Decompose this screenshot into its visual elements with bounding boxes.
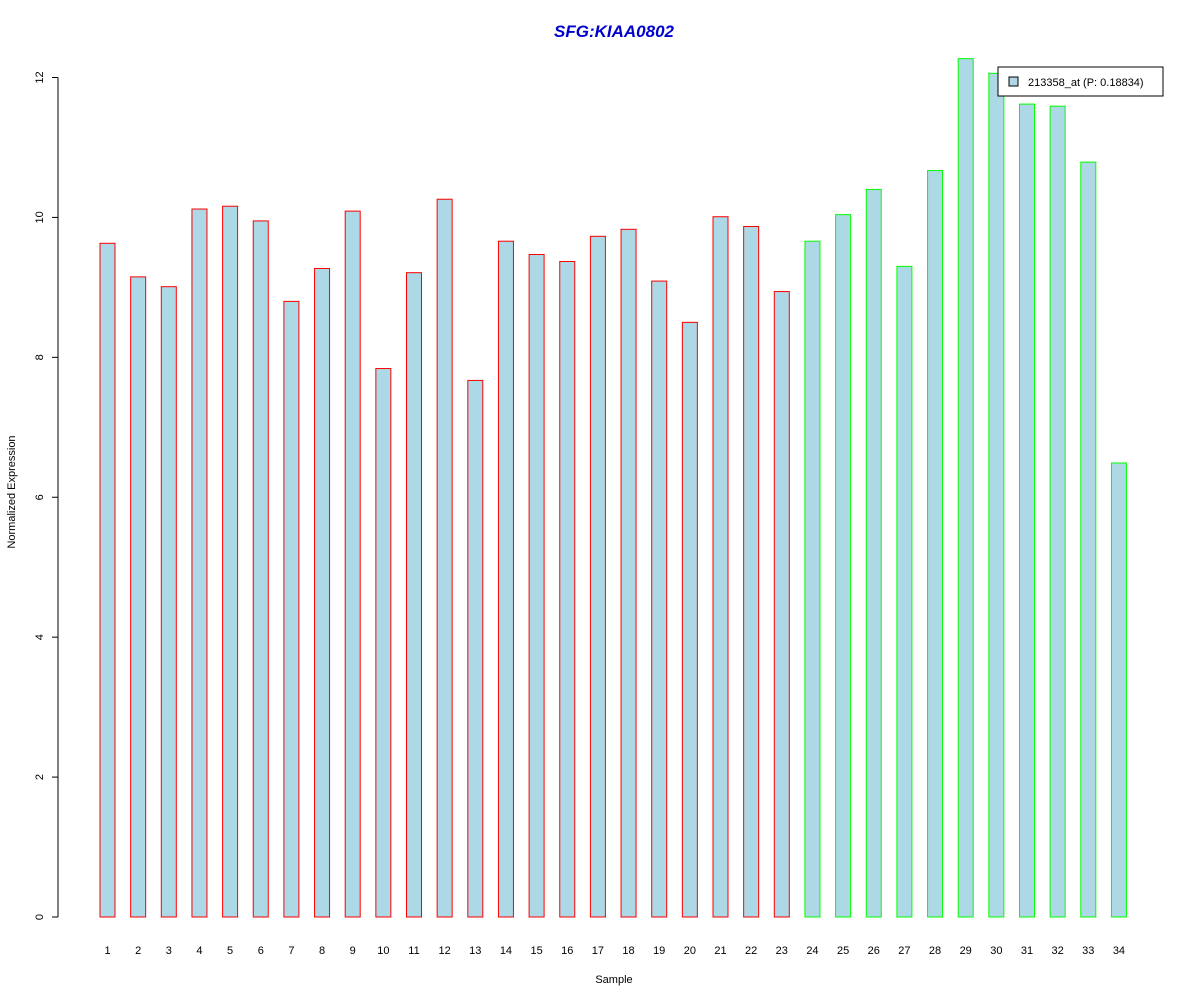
- bar-sample-19: [651, 280, 668, 918]
- x-tick-label: 21: [714, 945, 726, 957]
- x-tick-label: 14: [500, 945, 512, 957]
- bar-sample-4: [191, 208, 208, 918]
- x-tick-label: 29: [960, 945, 972, 957]
- y-tick-label: 6: [34, 494, 46, 500]
- x-tick-label: 16: [561, 945, 573, 957]
- y-tick-label: 2: [34, 774, 46, 780]
- y-tick-label: 10: [34, 211, 46, 223]
- y-tick-label: 4: [34, 634, 46, 640]
- bar-sample-29: [957, 58, 974, 918]
- bar-sample-31: [1019, 103, 1035, 918]
- x-tick-label: 11: [408, 945, 419, 957]
- bar-sample-28: [927, 170, 944, 918]
- bar-sample-17: [589, 235, 606, 918]
- bar-sample-25: [835, 214, 852, 918]
- x-tick-label: 17: [592, 945, 604, 957]
- bar-sample-6: [252, 220, 269, 918]
- y-tick-label: 0: [34, 914, 46, 920]
- x-tick-label: 8: [319, 945, 325, 957]
- bar-sample-20: [681, 321, 698, 918]
- x-tick-label: 34: [1113, 945, 1125, 957]
- x-tick-label: 1: [104, 945, 110, 957]
- bar-sample-9: [344, 210, 361, 918]
- x-tick-label: 18: [622, 945, 634, 957]
- x-tick-label: 10: [377, 945, 389, 957]
- x-tick-label: 6: [258, 945, 264, 957]
- x-tick-label: 27: [898, 945, 910, 957]
- x-tick-label: 3: [166, 945, 172, 957]
- x-tick-label: 13: [469, 945, 481, 957]
- y-axis-label: Normalized Expression: [6, 435, 18, 548]
- bar-sample-14: [497, 240, 514, 918]
- x-tick-label: 5: [227, 945, 233, 957]
- y-tick-label: 8: [34, 354, 46, 360]
- x-tick-label: 33: [1082, 945, 1094, 957]
- x-tick-label: 12: [439, 945, 451, 957]
- bar-sample-16: [559, 260, 576, 918]
- bar-sample-10: [375, 368, 392, 918]
- y-tick-label: 12: [34, 71, 46, 83]
- x-tick-label: 28: [929, 945, 941, 957]
- bar-sample-23: [773, 291, 790, 918]
- x-tick-label: 15: [530, 945, 542, 957]
- x-tick-label: 19: [653, 945, 665, 957]
- x-tick-label: 26: [868, 945, 880, 957]
- x-tick-label: 2: [135, 945, 141, 957]
- x-tick-label: 4: [196, 945, 202, 957]
- bar-sample-13: [467, 379, 484, 918]
- bar-sample-33: [1080, 161, 1097, 918]
- bar-sample-1: [99, 242, 116, 918]
- bar-sample-22: [743, 226, 760, 918]
- legend-swatch: [1008, 76, 1019, 87]
- chart-title: SFG:KIAA0802: [554, 22, 675, 41]
- x-tick-label: 9: [350, 945, 356, 957]
- bar-sample-27: [896, 265, 913, 918]
- legend-entry: 213358_at (P: 0.18834): [1028, 77, 1144, 89]
- x-axis-tick-labels: 1 2 3 4 5 6 7 8 9 10 11 12 13 14 15 16 17 18 19 20 21 22 23 24 2…: [104, 945, 1125, 957]
- bar-sample-12: [436, 198, 453, 918]
- bar-sample-2: [130, 276, 147, 918]
- bar-sample-21: [712, 216, 729, 918]
- x-tick-label: 23: [776, 945, 788, 957]
- bar-sample-15: [528, 253, 545, 918]
- x-tick-label: 30: [990, 945, 1002, 957]
- x-tick-label: 32: [1052, 945, 1064, 957]
- bar-sample-32: [1049, 105, 1066, 918]
- bar-sample-3: [160, 286, 177, 918]
- x-tick-label: 24: [806, 945, 818, 957]
- bar-sample-8: [314, 267, 331, 918]
- legend: 213358_at (P: 0.18834): [997, 66, 1164, 97]
- bar-sample-5: [222, 205, 239, 918]
- bar-sample-24: [804, 240, 821, 918]
- x-axis-label: Sample: [595, 974, 632, 986]
- bar-sample-11: [406, 272, 422, 918]
- x-tick-label: 20: [684, 945, 696, 957]
- x-tick-label: 7: [288, 945, 294, 957]
- bar-sample-26: [865, 188, 882, 918]
- x-tick-label: 31: [1021, 945, 1033, 957]
- bar-sample-7: [283, 300, 300, 918]
- bar-sample-30: [988, 72, 1005, 918]
- y-axis: 0 2 4 6 8 10 12: [34, 71, 59, 920]
- bars-group: [99, 58, 1127, 918]
- bar-sample-18: [620, 228, 637, 918]
- legend-box: [997, 66, 1164, 97]
- x-tick-label: 25: [837, 945, 849, 957]
- bar-sample-34: [1110, 462, 1127, 918]
- x-tick-label: 22: [745, 945, 757, 957]
